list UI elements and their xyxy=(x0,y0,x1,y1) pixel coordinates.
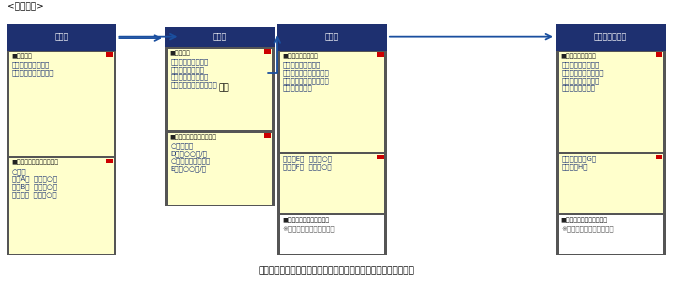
Bar xyxy=(280,154,384,213)
Bar xyxy=(377,155,384,159)
Text: 問屋経由のため、エ
ンドユーザーの意見を
吸い上げる場面が少
ないことが課題。: 問屋経由のため、エ ンドユーザーの意見を 吸い上げる場面が少 ないことが課題。 xyxy=(561,62,604,91)
Bar xyxy=(264,133,271,138)
Text: ※社名・取引金額・内容等: ※社名・取引金額・内容等 xyxy=(561,226,614,232)
Text: ■属性（消費者・企業等）: ■属性（消費者・企業等） xyxy=(282,217,329,223)
Bar xyxy=(556,24,666,255)
Bar xyxy=(556,24,666,50)
Text: ※社名・取引金額・内容等: ※社名・取引金額・内容等 xyxy=(283,226,335,232)
Text: ■選ばれている理由: ■選ばれている理由 xyxy=(282,53,318,59)
Text: ■社名・取引金額・内容等: ■社名・取引金額・内容等 xyxy=(170,134,217,140)
Bar xyxy=(168,49,272,130)
FancyArrowPatch shape xyxy=(268,37,280,73)
Bar xyxy=(7,24,116,50)
Bar xyxy=(280,215,384,254)
Bar xyxy=(9,52,114,156)
Bar xyxy=(559,215,663,254)
Bar xyxy=(377,52,384,57)
Bar xyxy=(656,155,662,159)
Text: 食品卸E社  シェア○％
食品卸F社  シェア○％: 食品卸E社 シェア○％ 食品卸F社 シェア○％ xyxy=(283,156,332,170)
Bar xyxy=(9,158,114,254)
Bar xyxy=(264,49,271,54)
Text: <商流把握>: <商流把握> xyxy=(7,2,44,11)
Text: ■社名・取引金額・内容等: ■社名・取引金額・内容等 xyxy=(11,160,59,165)
Bar xyxy=(656,52,662,57)
Text: 安定して高い品質を
保てている先を確保。: 安定して高い品質を 保てている先を確保。 xyxy=(12,62,55,76)
Bar xyxy=(106,52,113,57)
Text: 仕入先: 仕入先 xyxy=(55,33,69,42)
Text: 協力先: 協力先 xyxy=(213,33,227,41)
Text: 大手スーパーG社
県内空港H社: 大手スーパーG社 県内空港H社 xyxy=(561,156,596,170)
Text: 当社: 当社 xyxy=(219,83,229,92)
Bar xyxy=(559,52,663,152)
Bar xyxy=(165,27,275,206)
Text: ■属性（消費者・企業等）: ■属性（消費者・企業等） xyxy=(561,217,608,223)
Bar xyxy=(559,154,663,213)
Bar xyxy=(180,34,268,141)
Text: 得意先: 得意先 xyxy=(325,33,339,42)
Bar xyxy=(280,52,384,152)
Bar xyxy=(168,133,272,205)
Text: ○食材
卸売A社  シェア○％
卸売B社  シェア○％
契約農家  シェア○％: ○食材 卸売A社 シェア○％ 卸売B社 シェア○％ 契約農家 シェア○％ xyxy=(12,168,57,198)
Bar xyxy=(165,27,275,47)
Bar xyxy=(106,159,113,163)
Text: ■選ばれている理由: ■選ばれている理由 xyxy=(561,53,596,59)
Text: 社長自ら、味を確認
し選定している。
当社の要望をすぐ反
映してくれる先である。: 社長自ら、味を確認 し選定している。 当社の要望をすぐ反 映してくれる先である。 xyxy=(170,59,217,88)
Text: ■選定理由: ■選定理由 xyxy=(11,53,32,59)
Text: ○製麺業者
D社　○○円/月
○顆粒だし製造業者
E社　○○円/月: ○製麺業者 D社 ○○円/月 ○顆粒だし製造業者 E社 ○○円/月 xyxy=(170,143,211,172)
Text: ■選定理由: ■選定理由 xyxy=(170,50,190,56)
Bar xyxy=(7,24,116,255)
Bar xyxy=(277,24,387,50)
Text: エンドユーザー: エンドユーザー xyxy=(594,33,627,42)
Text: 当社商品を全国の販
売店に紹介してくれてい
る。現在、直販ルートの
構築を検討中。: 当社商品を全国の販 売店に紹介してくれてい る。現在、直販ルートの 構築を検討中… xyxy=(283,62,329,91)
Bar xyxy=(277,24,387,255)
Text: （出典：ローカルベンチマーク「参考ツール」利用マニュアル）: （出典：ローカルベンチマーク「参考ツール」利用マニュアル） xyxy=(258,266,415,275)
